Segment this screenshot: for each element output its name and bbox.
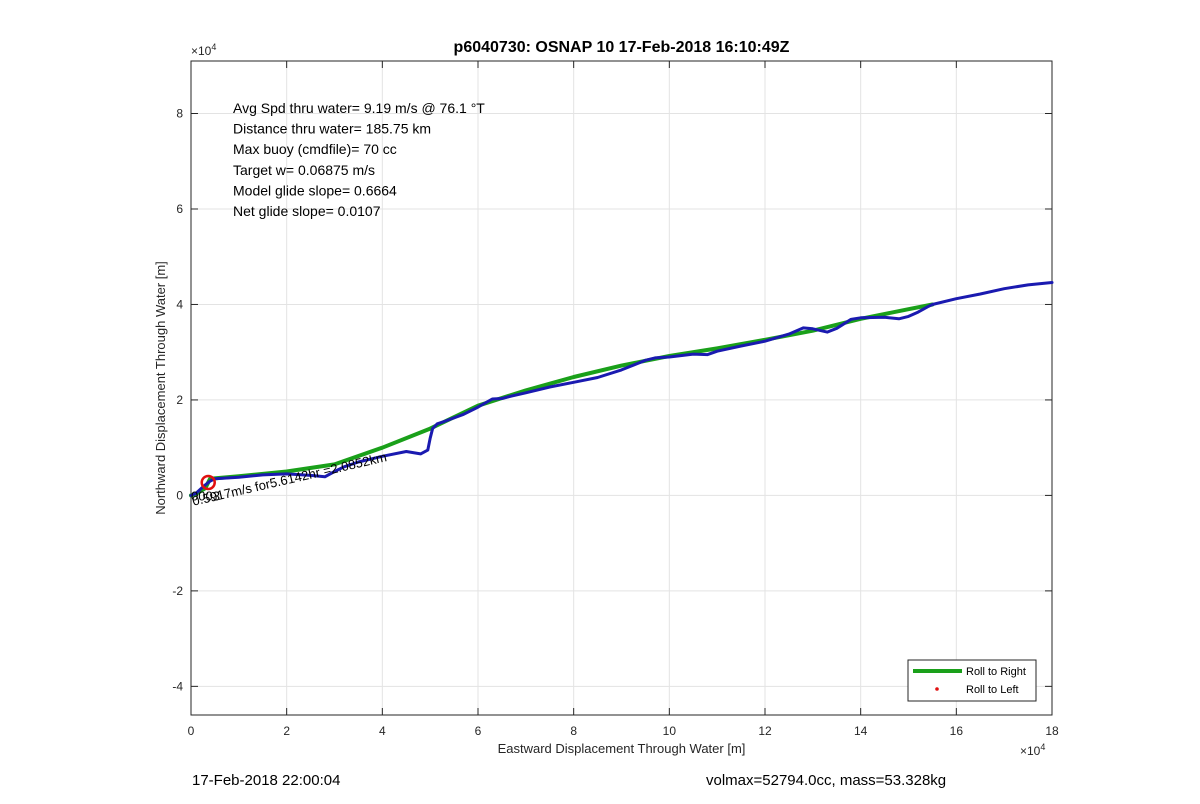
y-axis-exponent: ×104 [191, 42, 216, 58]
x-axis-exponent: ×104 [1020, 742, 1045, 758]
y-tick-label: 6 [176, 202, 183, 216]
x-tick-label: 0 [188, 724, 195, 738]
info-line: Net glide slope= 0.0107 [233, 203, 381, 219]
x-tick-label: 10 [663, 724, 677, 738]
legend-box [907, 659, 1037, 702]
x-tick-label: 6 [475, 724, 482, 738]
chart-text: p6040730: OSNAP 10 17-Feb-2018 16:10:49Z… [153, 39, 1045, 758]
x-tick-label: 16 [950, 724, 964, 738]
y-axis-label: Northward Displacement Through Water [m] [153, 261, 168, 515]
x-tick-label: 8 [570, 724, 577, 738]
y-tick-label: 8 [176, 107, 183, 121]
x-axis-label: Eastward Displacement Through Water [m] [498, 741, 746, 756]
x-exponent-base: ×10 [1020, 744, 1041, 758]
info-text-block: Avg Spd thru water= 9.19 m/s @ 76.1 °T Di… [233, 100, 485, 219]
footer-timestamp: 17-Feb-2018 22:00:04 [192, 772, 341, 789]
info-line: Model glide slope= 0.6664 [233, 182, 397, 198]
x-exponent-power: 4 [1040, 742, 1045, 752]
surface-marker-circle [200, 474, 216, 491]
y-exponent-base: ×10 [191, 44, 212, 58]
info-line: Avg Spd thru water= 9.19 m/s @ 76.1 °T [233, 100, 485, 116]
x-tick-label: 18 [1045, 724, 1059, 738]
legend-swatch-roll-left [935, 687, 939, 691]
plot-area [190, 60, 1053, 716]
legend-label-roll-right: Roll to Right [966, 666, 1026, 678]
y-tick-label: 0 [176, 488, 183, 502]
chart-title: p6040730: OSNAP 10 17-Feb-2018 16:10:49Z [454, 39, 790, 56]
series-line-1 [189, 281, 1054, 497]
start-label: 0003 [191, 488, 220, 503]
y-tick-label: 2 [176, 393, 183, 407]
y-tick-label: 4 [176, 297, 183, 311]
footer-mass-info: volmax=52794.0cc, mass=53.328kg [706, 772, 947, 789]
info-line: Distance thru water= 185.75 km [233, 121, 431, 137]
legend: Roll to Right Roll to Left [907, 659, 1037, 702]
legend-label-roll-left: Roll to Left [966, 684, 1019, 696]
x-tick-label: 12 [758, 724, 772, 738]
x-tick-label: 4 [379, 724, 386, 738]
axis-ticks: 0 2 4 6 8 10 12 14 16 18 -4 -2 0 2 4 6 8 [172, 61, 1059, 738]
x-tick-label: 2 [283, 724, 290, 738]
info-line: Target w= 0.06875 m/s [233, 162, 375, 178]
y-tick-label: -2 [172, 584, 183, 598]
x-tick-label: 14 [854, 724, 868, 738]
y-tick-label: -4 [172, 679, 183, 693]
grid-lines [190, 61, 1053, 715]
y-exponent-power: 4 [211, 42, 216, 52]
info-line: Max buoy (cmdfile)= 70 cc [233, 141, 397, 157]
